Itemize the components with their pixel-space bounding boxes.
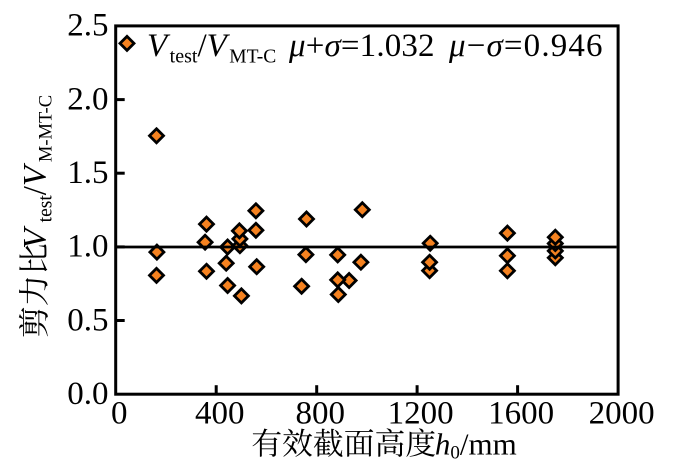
svg-text:μ+σ=1.032: μ+σ=1.032 [288,28,435,64]
svg-text:0.0: 0.0 [67,376,108,412]
svg-text:2000: 2000 [589,396,655,432]
svg-text:1.5: 1.5 [67,155,108,191]
svg-text:0.5: 0.5 [67,302,108,338]
svg-text:1600: 1600 [488,396,554,432]
svg-text:2.5: 2.5 [67,8,108,44]
svg-text:Vtest/VM-MT-C: Vtest/VM-MT-C [17,95,56,249]
svg-text:h0/mm: h0/mm [435,426,517,463]
svg-text:2.0: 2.0 [67,81,108,117]
svg-text:1200: 1200 [388,396,454,432]
svg-text:Vtest/VMT-C: Vtest/V MT-C [147,28,276,68]
svg-text:400: 400 [195,396,245,432]
svg-text:800: 800 [295,396,345,432]
svg-text:μ−σ=0.946: μ−σ=0.946 [448,28,604,64]
svg-text:1.0: 1.0 [67,229,108,265]
svg-text:0: 0 [111,396,128,432]
